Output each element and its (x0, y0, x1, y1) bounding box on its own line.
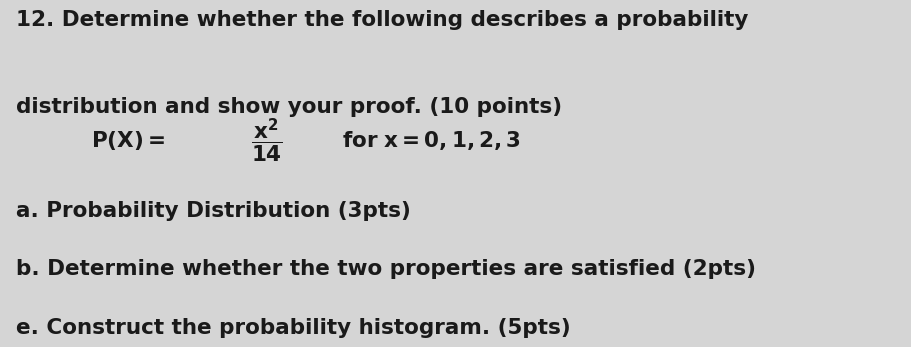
Text: $\mathbf{\dfrac{x^2}{14}}$: $\mathbf{\dfrac{x^2}{14}}$ (251, 117, 282, 164)
Text: b. Determine whether the two properties are satisfied (2pts): b. Determine whether the two properties … (16, 259, 756, 279)
Text: e. Construct the probability histogram. (5pts): e. Construct the probability histogram. … (16, 318, 571, 338)
Text: 12. Determine whether the following describes a probability: 12. Determine whether the following desc… (16, 10, 749, 31)
Text: distribution and show your proof. (10 points): distribution and show your proof. (10 po… (16, 97, 562, 117)
Text: a. Probability Distribution (3pts): a. Probability Distribution (3pts) (16, 201, 411, 221)
Text: $\mathbf{for\ x = 0, 1, 2, 3}$: $\mathbf{for\ x = 0, 1, 2, 3}$ (342, 129, 521, 152)
Text: $\mathbf{P(X) = }$: $\mathbf{P(X) = }$ (91, 129, 165, 152)
